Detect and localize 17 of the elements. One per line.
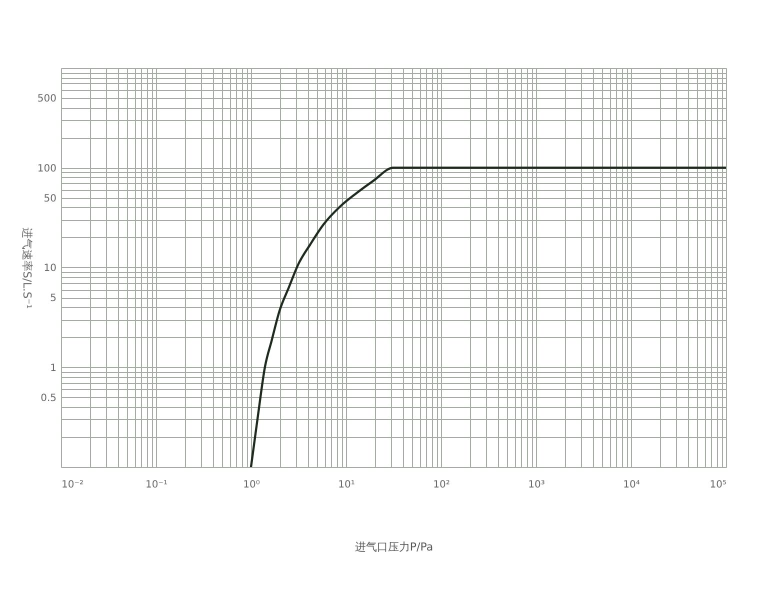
y-tick-label: 5 (50, 293, 56, 304)
x-tick-label: 10⁴ (623, 480, 640, 490)
y-tick-label: 0.5 (40, 392, 56, 404)
x-tick-label: 10² (433, 480, 450, 490)
x-tick-label: 10⁵ (710, 480, 726, 490)
y-tick-label: 500 (37, 94, 56, 105)
x-tick-label: 10⁻² (62, 480, 84, 490)
y-tick-label: 50 (44, 193, 56, 204)
x-tick-label: 10⁻¹ (145, 480, 168, 490)
x-axis-title: 进气口压力P/Pa (354, 540, 434, 554)
x-tick-label: 10⁰ (243, 480, 260, 490)
y-axis-title: 进气速率S/L.S⁻¹ (20, 227, 34, 309)
y-tick-label: 100 (37, 163, 56, 174)
y-tick-label: 1 (50, 362, 56, 374)
x-tick-label: 10³ (528, 480, 545, 490)
y-tick-label: 10 (44, 263, 56, 274)
x-tick-label: 10¹ (338, 480, 355, 490)
